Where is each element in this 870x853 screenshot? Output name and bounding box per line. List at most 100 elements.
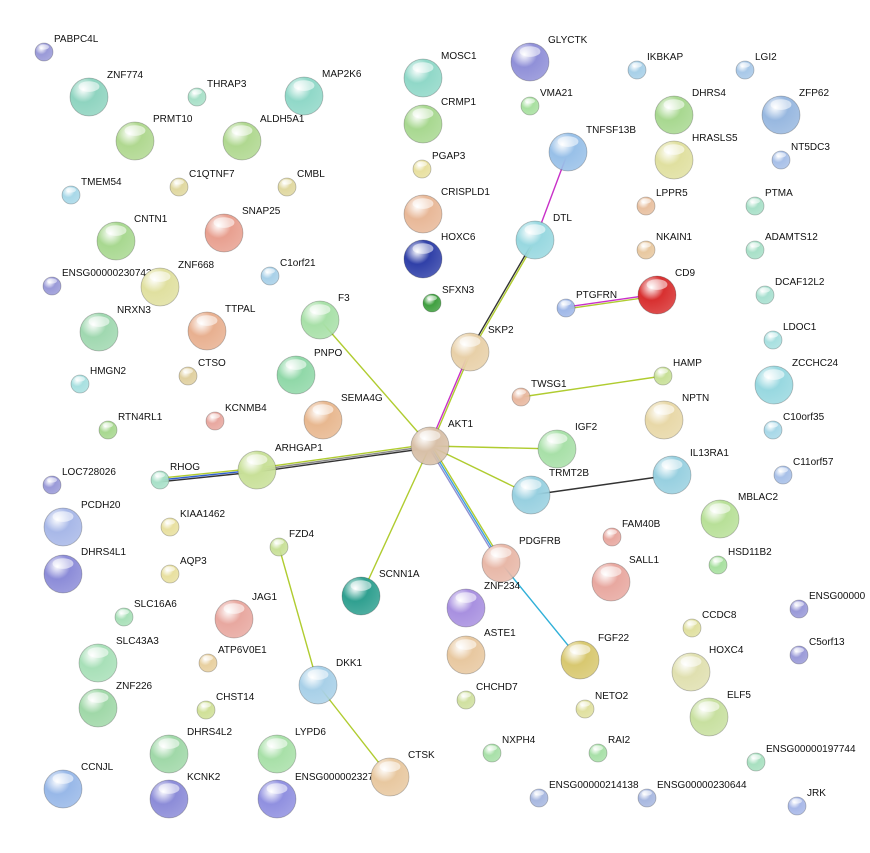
node[interactable]: TTPAL bbox=[187, 304, 256, 351]
node[interactable]: PNPO bbox=[276, 348, 343, 395]
node[interactable]: IL13RA1 bbox=[652, 448, 729, 495]
node[interactable]: HOXC4 bbox=[671, 645, 744, 692]
node[interactable]: NETO2 bbox=[575, 691, 629, 719]
node[interactable]: KCNMB4 bbox=[205, 403, 267, 431]
node[interactable]: ENSG00000 bbox=[789, 591, 866, 619]
node[interactable]: ZNF774 bbox=[69, 70, 144, 117]
node[interactable]: C1orf21 bbox=[260, 258, 316, 286]
node[interactable]: LYPD6 bbox=[257, 727, 326, 774]
node[interactable]: JAG1 bbox=[214, 592, 277, 639]
node[interactable]: CTSK bbox=[370, 750, 435, 797]
node[interactable]: C10orf35 bbox=[763, 412, 825, 440]
node[interactable]: LDOC1 bbox=[763, 322, 817, 350]
node[interactable]: MAP2K6 bbox=[284, 69, 362, 116]
node[interactable]: PABPC4L bbox=[34, 34, 99, 62]
node[interactable]: AQP3 bbox=[160, 556, 207, 584]
node[interactable]: TNFSF13B bbox=[548, 125, 636, 172]
node[interactable]: RHOG bbox=[150, 462, 200, 490]
node[interactable]: ASTE1 bbox=[446, 628, 516, 675]
node[interactable]: C1QTNF7 bbox=[169, 169, 235, 197]
node[interactable]: SCNN1A bbox=[341, 569, 420, 616]
node[interactable]: CNTN1 bbox=[96, 214, 168, 261]
node[interactable]: IGF2 bbox=[537, 422, 598, 469]
node[interactable]: ALDH5A1 bbox=[222, 114, 305, 161]
node[interactable]: CHCHD7 bbox=[456, 682, 518, 710]
node[interactable]: CRMP1 bbox=[403, 97, 476, 144]
node[interactable]: NXPH4 bbox=[482, 735, 536, 763]
node[interactable]: CTSO bbox=[178, 358, 226, 386]
node[interactable]: NT5DC3 bbox=[771, 142, 830, 170]
node[interactable]: FZD4 bbox=[269, 529, 314, 557]
node[interactable]: TRMT2B bbox=[511, 468, 589, 515]
node[interactable]: ZNF668 bbox=[140, 260, 215, 307]
node[interactable]: NPTN bbox=[644, 393, 709, 440]
node[interactable]: KIAA1462 bbox=[160, 509, 225, 537]
node[interactable]: ENSG00000230743 bbox=[42, 268, 152, 296]
node[interactable]: PGAP3 bbox=[412, 151, 466, 179]
node[interactable]: PCDH20 bbox=[43, 500, 121, 547]
node[interactable]: CRISPLD1 bbox=[403, 187, 490, 234]
node[interactable]: IKBKAP bbox=[627, 52, 683, 80]
node[interactable]: ZCCHC24 bbox=[754, 358, 839, 405]
node[interactable]: RAI2 bbox=[588, 735, 631, 763]
node[interactable]: ARHGAP1 bbox=[237, 443, 323, 490]
node[interactable]: ATP6V0E1 bbox=[198, 645, 267, 673]
node[interactable]: ZNF226 bbox=[78, 681, 153, 728]
node[interactable]: DHRS4 bbox=[654, 88, 726, 135]
node[interactable]: HRASLS5 bbox=[654, 133, 738, 180]
node[interactable]: ENSG00000232748 bbox=[257, 772, 385, 819]
node[interactable]: SEMA4G bbox=[303, 393, 383, 440]
node[interactable]: CHST14 bbox=[196, 692, 255, 720]
node[interactable]: PTGFRN bbox=[556, 290, 617, 318]
node[interactable]: HMGN2 bbox=[70, 366, 127, 394]
node[interactable]: RTN4RL1 bbox=[98, 412, 163, 440]
node[interactable]: VMA21 bbox=[520, 88, 573, 116]
node[interactable]: C5orf13 bbox=[789, 637, 845, 665]
node[interactable]: PTMA bbox=[745, 188, 793, 216]
node[interactable]: CMBL bbox=[277, 169, 325, 197]
node[interactable]: ELF5 bbox=[689, 690, 751, 737]
node[interactable]: CCDC8 bbox=[682, 610, 737, 638]
node[interactable]: THRAP3 bbox=[187, 79, 247, 107]
node[interactable]: NKAIN1 bbox=[636, 232, 693, 260]
node[interactable]: FAM40B bbox=[602, 519, 661, 547]
node[interactable]: GLYCTK bbox=[510, 35, 588, 82]
node[interactable]: HOXC6 bbox=[403, 232, 476, 279]
node[interactable]: ENSG00000197744 bbox=[746, 744, 856, 772]
node[interactable]: DCAF12L2 bbox=[755, 277, 825, 305]
node[interactable]: LGI2 bbox=[735, 52, 777, 80]
node[interactable]: ZFP62 bbox=[761, 88, 829, 135]
node[interactable]: ENSG00000214138 bbox=[529, 780, 639, 808]
node[interactable]: SKP2 bbox=[450, 325, 514, 372]
node[interactable]: MBLAC2 bbox=[700, 492, 778, 539]
node[interactable]: MOSC1 bbox=[403, 51, 477, 98]
node[interactable]: DHRS4L1 bbox=[43, 547, 126, 594]
node[interactable]: JRK bbox=[787, 788, 826, 816]
node[interactable]: FGF22 bbox=[560, 633, 630, 680]
node[interactable]: AKT1 bbox=[410, 419, 473, 466]
node[interactable]: PRMT10 bbox=[115, 114, 193, 161]
node[interactable]: DHRS4L2 bbox=[149, 727, 232, 774]
node[interactable]: SLC43A3 bbox=[78, 636, 159, 683]
node[interactable]: F3 bbox=[300, 293, 350, 340]
node[interactable]: KCNK2 bbox=[149, 772, 221, 819]
node[interactable]: NRXN3 bbox=[79, 305, 151, 352]
node[interactable]: SFXN3 bbox=[422, 285, 475, 313]
node[interactable]: SALL1 bbox=[591, 555, 659, 602]
node[interactable]: PDGFRB bbox=[481, 536, 561, 583]
node[interactable]: CCNJL bbox=[43, 762, 114, 809]
node[interactable]: ADAMTS12 bbox=[745, 232, 818, 260]
node[interactable]: ENSG00000230644 bbox=[637, 780, 747, 808]
node[interactable]: LOC728026 bbox=[42, 467, 116, 495]
node[interactable]: HSD11B2 bbox=[708, 547, 772, 575]
node[interactable]: DKK1 bbox=[298, 658, 363, 705]
node[interactable]: TWSG1 bbox=[511, 379, 567, 407]
node[interactable]: CD9 bbox=[637, 268, 695, 315]
node[interactable]: SNAP25 bbox=[204, 206, 281, 253]
node[interactable]: TMEM54 bbox=[61, 177, 122, 205]
node[interactable]: HAMP bbox=[653, 358, 702, 386]
node[interactable]: LPPR5 bbox=[636, 188, 688, 216]
node[interactable]: DTL bbox=[515, 213, 572, 260]
node[interactable]: C11orf57 bbox=[773, 457, 834, 485]
node[interactable]: ZNF234 bbox=[446, 581, 521, 628]
